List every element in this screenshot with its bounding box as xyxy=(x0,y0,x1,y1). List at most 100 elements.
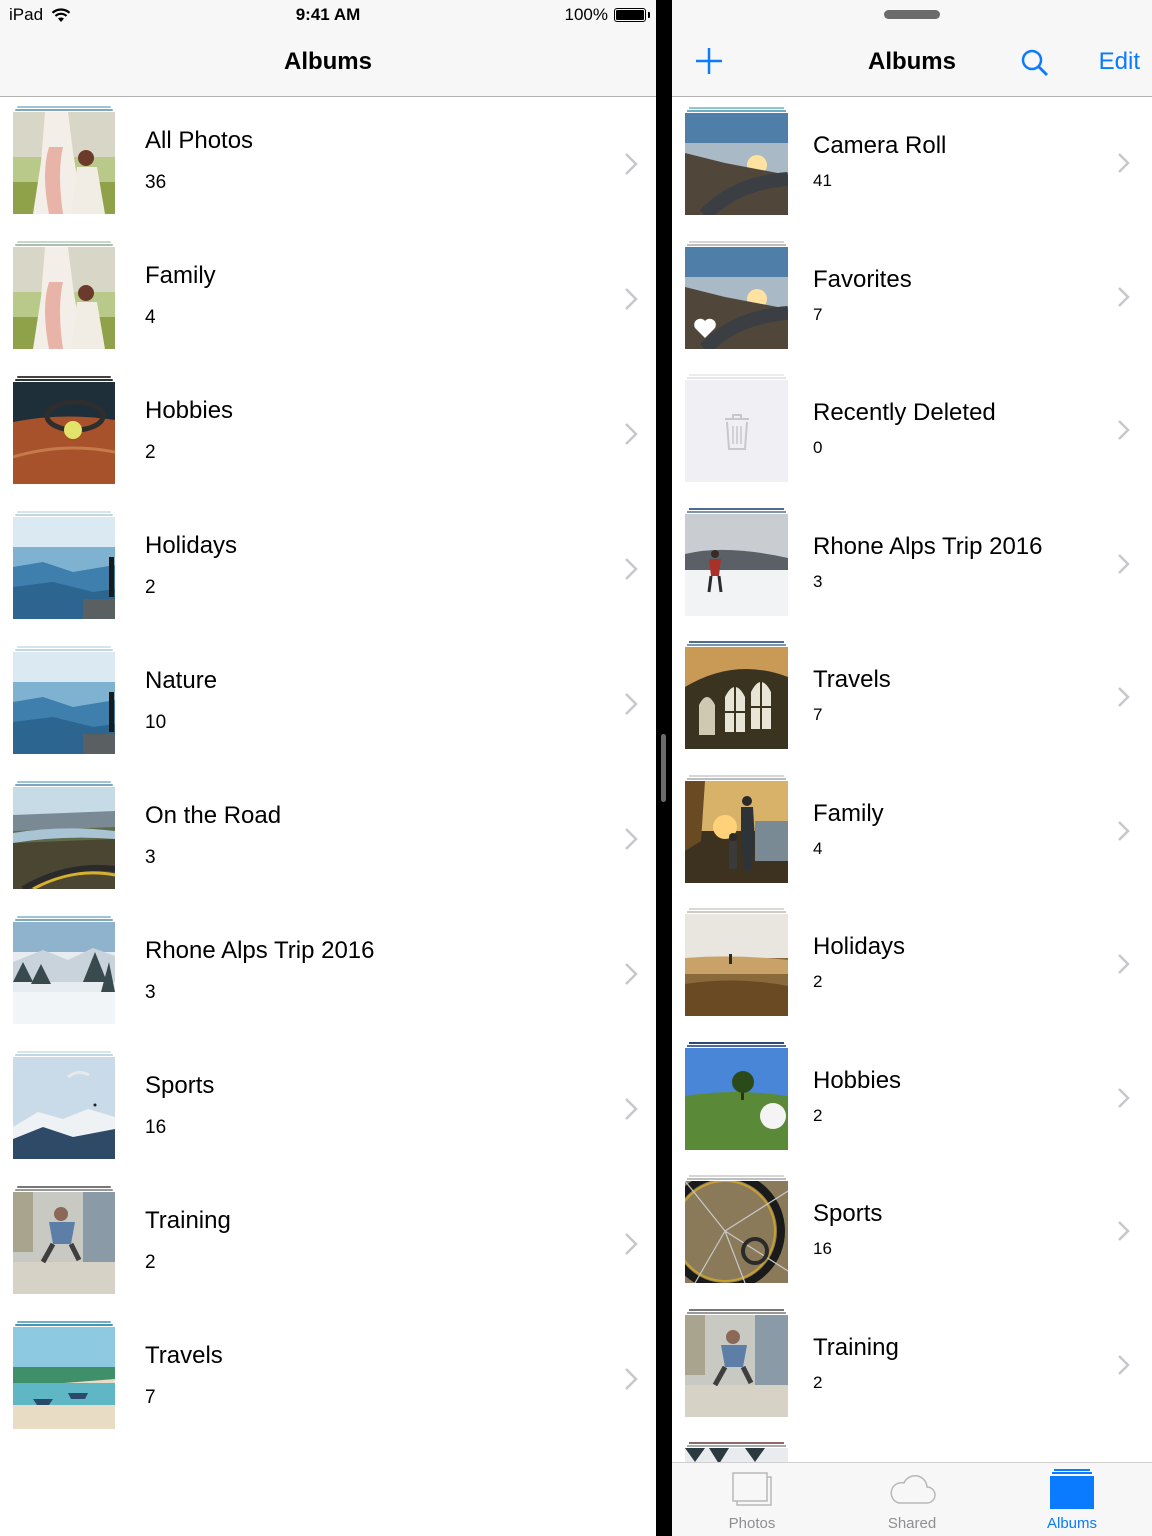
chevron-right-icon xyxy=(625,558,638,580)
photo-girl-field xyxy=(13,112,115,214)
photo-snowy-forest xyxy=(13,922,115,1024)
album-row-sports[interactable]: Sports 16 xyxy=(0,1042,656,1177)
album-count: 7 xyxy=(813,705,823,724)
album-count: 7 xyxy=(813,304,823,324)
page-title: Albums xyxy=(867,48,956,75)
album-row-hobbies[interactable]: Hobbies 2 xyxy=(672,1032,1152,1166)
album-row-holidays[interactable]: Holidays 2 xyxy=(672,898,1152,1032)
album-name: Camera Roll xyxy=(813,132,947,159)
album-count: 4 xyxy=(813,838,823,858)
wifi-icon xyxy=(51,7,71,22)
battery-icon xyxy=(614,8,650,22)
chevron-right-icon xyxy=(625,1233,638,1255)
album-count: 4 xyxy=(145,307,156,328)
chevron-right-icon xyxy=(1118,687,1130,707)
album-row-on-the-road[interactable]: On the Road 3 xyxy=(0,772,656,907)
tab-albums[interactable]: Albums xyxy=(992,1463,1152,1536)
tab-shared[interactable]: Shared xyxy=(832,1463,992,1536)
album-thumbnail xyxy=(13,511,115,619)
album-count: 2 xyxy=(145,442,156,463)
album-row-training[interactable]: Training 2 xyxy=(672,1299,1152,1433)
album-thumbnail xyxy=(685,908,788,1016)
album-count: 0 xyxy=(813,438,823,457)
chevron-right-icon xyxy=(1118,1354,1130,1375)
album-row-family[interactable]: Family 4 xyxy=(0,232,656,367)
photo-tennis-court xyxy=(13,382,115,484)
edit-button[interactable]: Edit xyxy=(1098,48,1140,75)
album-thumbnail xyxy=(13,781,115,889)
photos-tab-icon xyxy=(732,1472,772,1506)
search-icon[interactable] xyxy=(1020,48,1050,78)
album-count: 41 xyxy=(813,171,832,190)
album-name: All Photos xyxy=(145,127,254,154)
left-nav-bar: Albums xyxy=(0,30,656,97)
add-album-button[interactable] xyxy=(694,46,724,76)
album-count: 2 xyxy=(813,972,823,991)
album-thumbnail xyxy=(13,646,115,754)
album-row-sports[interactable]: Sports 16 xyxy=(672,1165,1152,1299)
album-thumbnail xyxy=(13,1321,115,1429)
album-row-all-photos[interactable]: All Photos 36 xyxy=(0,97,656,232)
left-pane: iPad 9:41 AM 100% Albums xyxy=(0,0,656,1536)
page-title: Albums xyxy=(283,48,372,75)
tab-photos[interactable]: Photos xyxy=(672,1463,832,1536)
album-row-camera-roll[interactable]: Camera Roll 41 xyxy=(672,97,1152,231)
photo-golf-ball xyxy=(685,1047,788,1150)
chevron-right-icon xyxy=(1118,820,1130,841)
tab-label: Shared xyxy=(887,1515,937,1532)
album-count: 16 xyxy=(813,1239,832,1258)
album-count: 3 xyxy=(813,571,823,591)
photo-skateboarder xyxy=(685,1314,788,1417)
photo-father-child-sunset xyxy=(685,780,788,883)
heart-icon xyxy=(694,318,716,338)
slide-over-grabber[interactable] xyxy=(884,10,940,19)
chevron-right-icon xyxy=(1118,1087,1130,1108)
album-name: Sports xyxy=(145,1072,215,1099)
photo-canyon xyxy=(13,652,115,754)
album-thumbnail xyxy=(685,507,788,616)
album-row-nature[interactable]: Nature 10 xyxy=(0,637,656,772)
album-count: 16 xyxy=(145,1117,167,1138)
album-row-favorites[interactable]: Favorites 7 xyxy=(672,231,1152,365)
split-view-divider-handle[interactable] xyxy=(661,734,666,802)
album-row-hobbies[interactable]: Hobbies 2 xyxy=(0,367,656,502)
tab-label: Albums xyxy=(1046,1515,1098,1532)
right-pane: Albums Edit Camera Roll 41 xyxy=(672,0,1152,1536)
chevron-right-icon xyxy=(625,693,638,715)
album-row-holidays[interactable]: Holidays 2 xyxy=(0,502,656,637)
album-row-travels[interactable]: Travels 7 xyxy=(0,1312,656,1447)
album-name: Favorites xyxy=(813,265,912,293)
album-name: Sports xyxy=(813,1200,883,1227)
chevron-right-icon xyxy=(625,1368,638,1390)
cloud-icon xyxy=(890,1475,936,1504)
album-name: On the Road xyxy=(145,802,282,829)
album-thumbnail xyxy=(685,1041,788,1150)
album-name: Family xyxy=(813,799,884,827)
photo-beach-boats xyxy=(13,1327,115,1429)
chevron-right-icon xyxy=(1118,553,1130,574)
photo-paraglider xyxy=(13,1057,115,1159)
device-name: iPad xyxy=(9,5,44,24)
album-name: Recently Deleted xyxy=(813,399,996,426)
album-row-recently-deleted[interactable]: Recently Deleted 0 xyxy=(672,364,1152,498)
album-thumbnail xyxy=(685,774,788,883)
album-row-rhone-alps-trip-2016[interactable]: Rhone Alps Trip 2016 3 xyxy=(0,907,656,1042)
chevron-right-icon xyxy=(1118,286,1130,307)
chevron-right-icon xyxy=(1118,420,1130,440)
album-thumbnail xyxy=(685,107,788,215)
album-row-travels[interactable]: Travels 7 xyxy=(672,631,1152,765)
chevron-right-icon xyxy=(625,963,638,985)
right-album-list: Camera Roll 41 Favorites 7 xyxy=(672,97,1152,1536)
album-name: Nature xyxy=(145,667,218,694)
album-name: Training xyxy=(145,1207,231,1234)
album-name: Travels xyxy=(145,1342,223,1369)
album-row-rhone-alps-trip-2016[interactable]: Rhone Alps Trip 2016 3 xyxy=(672,498,1152,632)
album-count: 3 xyxy=(145,847,156,868)
album-thumbnail xyxy=(685,374,788,482)
album-thumbnail xyxy=(685,641,788,749)
album-row-family[interactable]: Family 4 xyxy=(672,765,1152,899)
album-row-training[interactable]: Training 2 xyxy=(0,1177,656,1312)
album-thumbnail xyxy=(13,106,115,214)
trash-icon xyxy=(725,414,749,450)
album-count: 3 xyxy=(145,982,156,1003)
